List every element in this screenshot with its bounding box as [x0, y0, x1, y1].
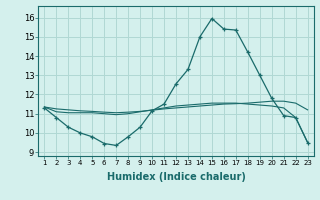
- X-axis label: Humidex (Indice chaleur): Humidex (Indice chaleur): [107, 172, 245, 182]
